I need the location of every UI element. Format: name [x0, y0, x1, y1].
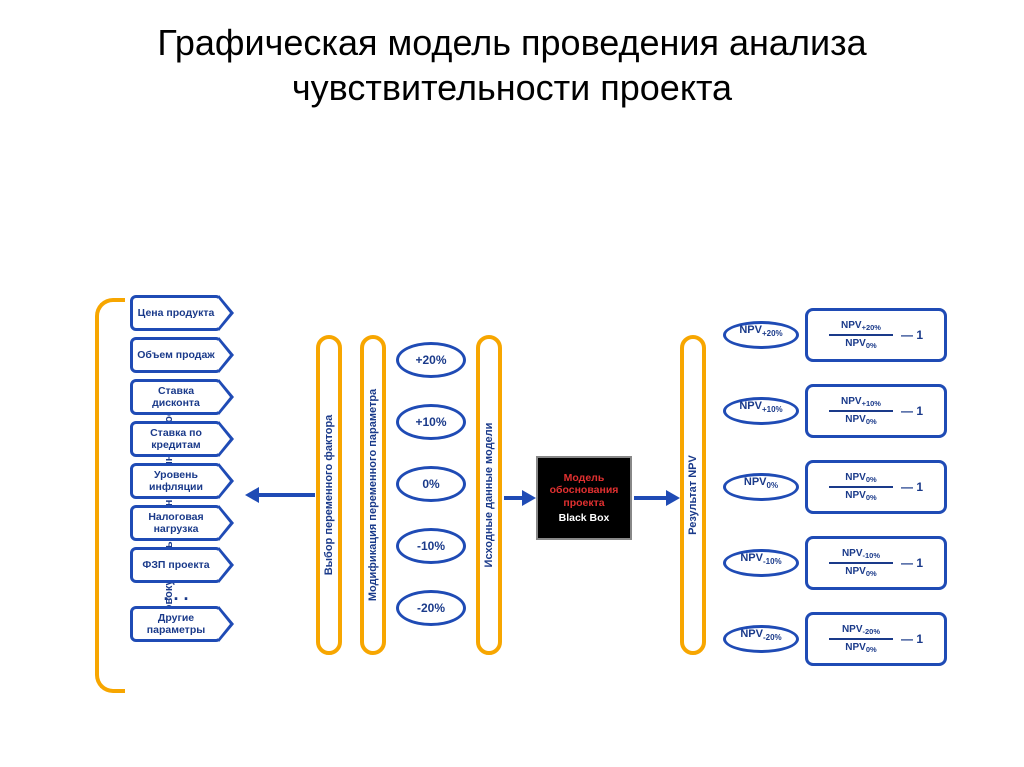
npv-pill: NPV+20% — [723, 321, 799, 349]
npv-pill: NPV0% — [723, 473, 799, 501]
bar-vybor: Выбор переменного фактора — [316, 335, 342, 655]
input-box: Уровень инфляции — [130, 463, 222, 499]
pct-oval: -20% — [396, 590, 466, 626]
bar-result: Результат NPV — [680, 335, 706, 655]
input-box: Цена продукта — [130, 295, 222, 331]
input-box: Ставка по кредитам — [130, 421, 222, 457]
input-box: Налоговая нагрузка — [130, 505, 222, 541]
blackbox: Модель обоснования проекта Black Box — [536, 456, 632, 540]
input-ellipsis: . . . — [130, 589, 222, 600]
npv-row: NPV-20% NPV-20% NPV0% — 1 — [723, 612, 947, 666]
npv-formula: NPV-10% NPV0% — 1 — [805, 536, 947, 590]
bar-label: Выбор переменного фактора — [323, 415, 335, 576]
npv-row: NPV+20% NPV+20% NPV0% — 1 — [723, 308, 947, 362]
npv-pill: NPV+10% — [723, 397, 799, 425]
npv-formula: NPV-20% NPV0% — 1 — [805, 612, 947, 666]
bar-label: Модификация переменного параметра — [367, 389, 379, 601]
input-column: Цена продукта Объем продаж Ставка дискон… — [130, 295, 222, 642]
npv-pill: NPV-10% — [723, 549, 799, 577]
pct-oval: -10% — [396, 528, 466, 564]
input-box: Ставка дисконта — [130, 379, 222, 415]
bar-label: Исходные данные модели — [483, 423, 495, 568]
pct-oval: 0% — [396, 466, 466, 502]
blackbox-label: Black Box — [559, 512, 610, 524]
input-box: Другие параметры — [130, 606, 222, 642]
diagram-container: Совокупность исходных данных проекта Цен… — [0, 120, 1024, 720]
input-box: Объем продаж — [130, 337, 222, 373]
bar-isxod: Исходные данные модели — [476, 335, 502, 655]
npv-formula: NPV+20% NPV0% — 1 — [805, 308, 947, 362]
npv-pill: NPV-20% — [723, 625, 799, 653]
npv-column: NPV+20% NPV+20% NPV0% — 1 NPV+10% NPV+10… — [723, 308, 947, 666]
npv-row: NPV-10% NPV-10% NPV0% — 1 — [723, 536, 947, 590]
blackbox-text: Модель обоснования проекта — [550, 472, 619, 508]
npv-row: NPV0% NPV0% NPV0% — 1 — [723, 460, 947, 514]
bar-modif: Модификация переменного параметра — [360, 335, 386, 655]
input-box: ФЗП проекта — [130, 547, 222, 583]
npv-row: NPV+10% NPV+10% NPV0% — 1 — [723, 384, 947, 438]
pct-oval: +10% — [396, 404, 466, 440]
input-bracket — [95, 298, 125, 693]
bar-label: Результат NPV — [687, 455, 699, 535]
npv-formula: NPV+10% NPV0% — 1 — [805, 384, 947, 438]
pct-column: +20% +10% 0% -10% -20% — [396, 342, 466, 626]
pct-oval: +20% — [396, 342, 466, 378]
page-title: Графическая модель проведения анализа чу… — [0, 0, 1024, 120]
npv-formula: NPV0% NPV0% — 1 — [805, 460, 947, 514]
